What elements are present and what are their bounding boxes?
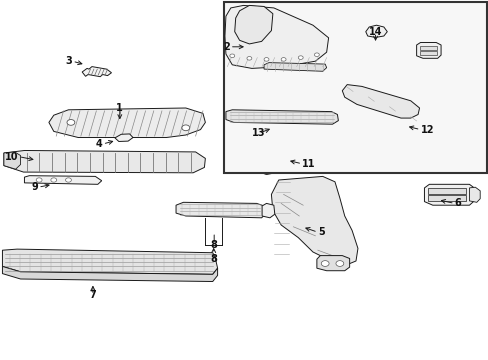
Circle shape — [65, 178, 71, 182]
Circle shape — [281, 58, 285, 61]
Bar — [427, 195, 465, 201]
Text: 9: 9 — [31, 182, 38, 192]
Polygon shape — [176, 202, 266, 218]
Circle shape — [321, 261, 328, 266]
Bar — [419, 46, 436, 50]
Polygon shape — [24, 176, 102, 184]
Polygon shape — [468, 187, 479, 202]
Polygon shape — [4, 152, 20, 169]
Text: 7: 7 — [89, 290, 96, 300]
Polygon shape — [271, 176, 357, 265]
Text: 8: 8 — [210, 240, 217, 250]
Circle shape — [314, 53, 319, 57]
Polygon shape — [4, 150, 205, 173]
Polygon shape — [264, 63, 326, 71]
Text: 1: 1 — [116, 103, 123, 113]
Bar — [419, 51, 436, 55]
Polygon shape — [424, 184, 473, 205]
Polygon shape — [261, 167, 272, 175]
Text: 3: 3 — [65, 56, 72, 66]
Text: 13: 13 — [252, 128, 265, 138]
Text: 14: 14 — [368, 27, 382, 37]
Circle shape — [229, 54, 234, 58]
Text: 8: 8 — [210, 254, 217, 264]
Circle shape — [246, 57, 251, 60]
Text: 10: 10 — [5, 152, 19, 162]
Polygon shape — [316, 256, 349, 271]
Polygon shape — [224, 5, 328, 68]
Circle shape — [182, 125, 189, 131]
Polygon shape — [225, 110, 338, 124]
Polygon shape — [49, 108, 205, 138]
Circle shape — [36, 178, 42, 182]
Polygon shape — [262, 203, 274, 218]
Bar — [427, 188, 465, 194]
Polygon shape — [82, 67, 111, 77]
Bar — [224, 2, 486, 173]
Text: 4: 4 — [96, 139, 102, 149]
Circle shape — [51, 178, 57, 182]
Polygon shape — [234, 5, 272, 44]
Polygon shape — [416, 42, 440, 58]
Circle shape — [298, 56, 303, 59]
Circle shape — [67, 120, 75, 125]
Polygon shape — [2, 249, 217, 274]
Text: 11: 11 — [302, 159, 315, 169]
Text: 2: 2 — [223, 42, 229, 52]
Text: 6: 6 — [454, 198, 461, 208]
Polygon shape — [115, 134, 133, 141]
Circle shape — [335, 261, 343, 266]
Circle shape — [264, 58, 268, 61]
Text: 5: 5 — [317, 227, 324, 237]
Polygon shape — [365, 25, 386, 37]
Polygon shape — [2, 266, 217, 282]
Polygon shape — [242, 144, 288, 167]
Polygon shape — [342, 85, 419, 118]
Text: 12: 12 — [420, 125, 433, 135]
